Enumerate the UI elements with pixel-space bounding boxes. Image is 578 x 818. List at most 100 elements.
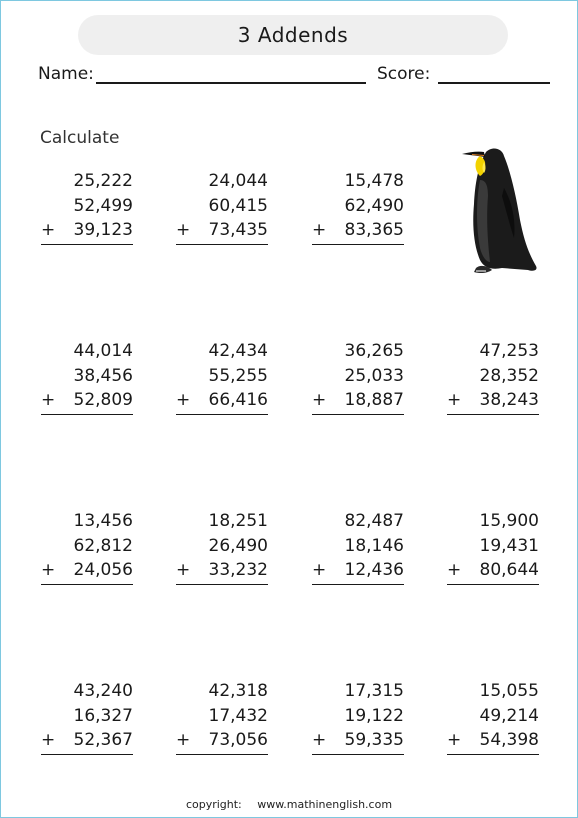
plus-sign: + <box>176 730 191 750</box>
addend-1: 15,055 <box>479 681 539 701</box>
addend-2: 18,146 <box>344 535 404 556</box>
score-field[interactable] <box>438 82 550 84</box>
plus-sign: + <box>176 390 191 410</box>
addend-3: 80,644 <box>479 560 539 580</box>
sum-line <box>447 413 539 415</box>
addend-1: 18,251 <box>208 511 268 531</box>
addend-1: 42,434 <box>208 341 268 361</box>
addend-2: 62,812 <box>73 535 133 556</box>
addend-1: 44,014 <box>73 341 133 361</box>
problem: 36,265 25,033 +18,887 <box>312 339 404 415</box>
plus-sign: + <box>312 390 327 410</box>
plus-sign: + <box>312 560 327 580</box>
addend-3: 73,435 <box>208 220 268 240</box>
addend-3: 52,367 <box>73 730 133 750</box>
sum-line <box>312 413 404 415</box>
addend-2: 60,415 <box>208 195 268 216</box>
sum-line <box>41 413 133 415</box>
addend-2: 16,327 <box>73 705 133 726</box>
problem: 15,055 49,214 +54,398 <box>447 679 539 755</box>
plus-sign: + <box>41 220 56 240</box>
score-label: Score: <box>377 64 431 84</box>
addend-2: 55,255 <box>208 365 268 386</box>
addend-1: 43,240 <box>73 681 133 701</box>
plus-sign: + <box>41 560 56 580</box>
addend-3: 38,243 <box>479 390 539 410</box>
plus-sign: + <box>176 220 191 240</box>
addend-2: 38,456 <box>73 365 133 386</box>
plus-sign: + <box>312 220 327 240</box>
problem: 15,478 62,490 +83,365 <box>312 169 404 245</box>
name-label: Name: <box>38 64 94 84</box>
sum-line <box>176 413 268 415</box>
problem: 47,253 28,352 +38,243 <box>447 339 539 415</box>
addend-2: 49,214 <box>479 705 539 726</box>
addend-3: 33,232 <box>208 560 268 580</box>
copyright-footer: copyright: www.mathinenglish.com <box>0 798 578 811</box>
sum-line <box>176 243 268 245</box>
addend-2: 17,432 <box>208 705 268 726</box>
problem: 18,251 26,490 +33,232 <box>176 509 268 585</box>
addend-3: 24,056 <box>73 560 133 580</box>
addend-3: 73,056 <box>208 730 268 750</box>
sum-line <box>176 583 268 585</box>
addend-3: 12,436 <box>344 560 404 580</box>
problem: 15,900 19,431 +80,644 <box>447 509 539 585</box>
sum-line <box>312 753 404 755</box>
addend-1: 15,900 <box>479 511 539 531</box>
plus-sign: + <box>41 730 56 750</box>
problem: 42,434 55,255 +66,416 <box>176 339 268 415</box>
sum-line <box>447 753 539 755</box>
name-field[interactable] <box>96 82 366 84</box>
addend-2: 19,122 <box>344 705 404 726</box>
worksheet-title: 3 Addends <box>78 15 508 55</box>
penguin-icon <box>462 148 537 274</box>
addend-1: 17,315 <box>344 681 404 701</box>
problem: 44,014 38,456 +52,809 <box>41 339 133 415</box>
plus-sign: + <box>176 560 191 580</box>
problem: 24,044 60,415 +73,435 <box>176 169 268 245</box>
sum-line <box>312 243 404 245</box>
addend-1: 24,044 <box>208 171 268 191</box>
title-text: 3 Addends <box>237 23 349 47</box>
addend-1: 47,253 <box>479 341 539 361</box>
addend-1: 82,487 <box>344 511 404 531</box>
addend-2: 19,431 <box>479 535 539 556</box>
addend-3: 18,887 <box>344 390 404 410</box>
problem: 25,222 52,499 +39,123 <box>41 169 133 245</box>
sum-line <box>41 583 133 585</box>
addend-3: 66,416 <box>208 390 268 410</box>
addend-2: 62,490 <box>344 195 404 216</box>
addend-2: 28,352 <box>479 365 539 386</box>
sum-line <box>176 753 268 755</box>
problem: 13,456 62,812 +24,056 <box>41 509 133 585</box>
sum-line <box>312 583 404 585</box>
addend-3: 83,365 <box>344 220 404 240</box>
problem: 82,487 18,146 +12,436 <box>312 509 404 585</box>
sum-line <box>447 583 539 585</box>
addend-1: 42,318 <box>208 681 268 701</box>
website-link[interactable]: www.mathinenglish.com <box>257 798 393 811</box>
addend-2: 52,499 <box>73 195 133 216</box>
plus-sign: + <box>447 390 462 410</box>
problem: 17,315 19,122 +59,335 <box>312 679 404 755</box>
addend-2: 26,490 <box>208 535 268 556</box>
addend-2: 25,033 <box>344 365 404 386</box>
addend-3: 54,398 <box>479 730 539 750</box>
addend-1: 15,478 <box>344 171 404 191</box>
addend-1: 13,456 <box>73 511 133 531</box>
plus-sign: + <box>447 730 462 750</box>
addend-1: 25,222 <box>73 171 133 191</box>
plus-sign: + <box>447 560 462 580</box>
sum-line <box>41 243 133 245</box>
addend-3: 59,335 <box>344 730 404 750</box>
copyright-label: copyright: <box>185 798 242 811</box>
addend-3: 52,809 <box>73 390 133 410</box>
problem: 42,318 17,432 +73,056 <box>176 679 268 755</box>
plus-sign: + <box>41 390 56 410</box>
problem: 43,240 16,327 +52,367 <box>41 679 133 755</box>
sum-line <box>41 753 133 755</box>
plus-sign: + <box>312 730 327 750</box>
addend-1: 36,265 <box>344 341 404 361</box>
addend-3: 39,123 <box>73 220 133 240</box>
